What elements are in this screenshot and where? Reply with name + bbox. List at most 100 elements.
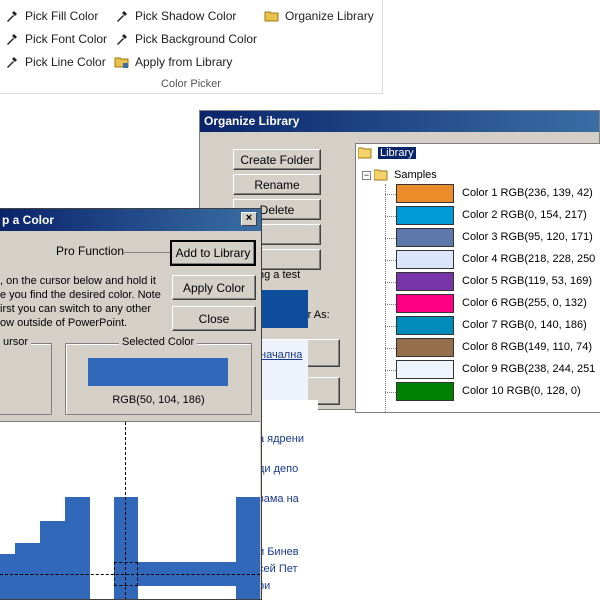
library-color-label[interactable]: Color 1 RGB(236, 139, 42) (462, 187, 593, 199)
zoom-pixel (15, 543, 40, 599)
tree-connector-line (385, 194, 396, 195)
cursor-groupbox: ursor (0, 336, 52, 415)
library-color-swatch[interactable] (396, 228, 454, 247)
color-picker-ribbon-group: Pick Fill Color Pick Font Color Pick Lin… (0, 0, 383, 94)
zoom-pixel (40, 521, 65, 599)
library-color-label[interactable]: Color 8 RGB(149, 110, 74) (462, 341, 593, 353)
rename-button[interactable]: Rename (233, 174, 321, 195)
folder-icon (264, 11, 279, 22)
folder-apply-icon (114, 57, 129, 68)
eyedropper-icon (7, 57, 17, 68)
pick-shadow-color-label: Pick Shadow Color (135, 9, 237, 23)
eyedropper-icon (117, 34, 127, 45)
instruction-line: , on the cursor below and hold it (0, 275, 156, 287)
library-color-swatch[interactable] (396, 184, 454, 203)
zoom-magnifier[interactable] (0, 421, 260, 599)
pick-shadow-color-button[interactable]: Pick Shadow Color (114, 7, 236, 25)
divider (124, 252, 170, 253)
pick-background-color-button[interactable]: Pick Background Color (114, 30, 257, 48)
instructions-text: , on the cursor below and hold it e you … (0, 274, 161, 330)
pick-fill-color-button[interactable]: Pick Fill Color (4, 7, 98, 25)
eyedropper-icon (7, 34, 17, 45)
apply-color-button[interactable]: Apply Color (172, 275, 256, 300)
pick-font-color-label: Pick Font Color (25, 32, 108, 46)
crosshair-vertical (125, 422, 126, 599)
tree-root-label: Library (378, 147, 416, 159)
pick-a-color-title-bar: p a Color × (0, 209, 261, 231)
tree-connector-line (385, 370, 396, 371)
library-color-label[interactable]: Color 10 RGB(0, 128, 0) (462, 385, 581, 397)
library-color-label[interactable]: Color 7 RGB(0, 140, 186) (462, 319, 587, 331)
test-fragment-text: ng a test (258, 269, 301, 281)
apply-from-library-button[interactable]: Apply from Library (114, 53, 232, 71)
library-color-swatch[interactable] (396, 206, 454, 225)
library-color-swatch[interactable] (396, 360, 454, 379)
zoom-pixel (114, 497, 138, 599)
tree-connector-line (385, 260, 396, 261)
tree-folder-samples[interactable]: − Samples (362, 169, 437, 181)
close-button[interactable]: Close (172, 306, 256, 331)
library-color-label[interactable]: Color 6 RGB(255, 0, 132) (462, 297, 587, 309)
tree-connector-line (385, 326, 396, 327)
page-link[interactable]: а ядрени (258, 433, 305, 445)
page-link[interactable]: и Бинев (258, 546, 299, 558)
organize-library-title: Organize Library (200, 111, 599, 132)
organize-library-button[interactable]: Organize Library (264, 7, 374, 25)
library-color-swatch[interactable] (396, 250, 454, 269)
background-web-page: а ядрени ди депо вама на и Бинев сей Пет… (258, 400, 318, 600)
library-color-label[interactable]: Color 2 RGB(0, 154, 217) (462, 209, 587, 221)
library-tree[interactable]: Library − Samples Color 1 RGB(236, 139, … (355, 143, 600, 413)
selected-color-groupbox: Selected Color RGB(50, 104, 186) (65, 336, 252, 415)
pro-function-label: Pro Function (56, 244, 125, 258)
close-icon[interactable]: × (241, 212, 257, 226)
library-color-swatch[interactable] (396, 316, 454, 335)
tree-connector-line (385, 282, 396, 283)
organize-library-label: Organize Library (285, 9, 374, 23)
selected-color-swatch (88, 358, 228, 386)
tree-connector-line (385, 238, 396, 239)
pick-fill-color-label: Pick Fill Color (25, 9, 99, 23)
library-color-label[interactable]: Color 5 RGB(119, 53, 169) (462, 275, 593, 287)
crosshair-target (114, 562, 138, 586)
library-color-label[interactable]: Color 4 RGB(218, 228, 250 (462, 253, 596, 265)
zoom-pixel (65, 497, 90, 599)
collapse-toggle-icon[interactable]: − (362, 169, 371, 180)
pick-line-color-button[interactable]: Pick Line Color (4, 53, 106, 71)
instruction-line: irst you can switch to any other (0, 303, 152, 315)
page-link[interactable]: сей Пет (258, 563, 298, 575)
tree-connector-line (385, 392, 396, 393)
page-link[interactable]: начална (260, 349, 303, 361)
tree-connector-line (385, 216, 396, 217)
pick-a-color-title: p a Color (2, 213, 55, 227)
tree-root-library[interactable]: Library (357, 147, 416, 159)
create-folder-button[interactable]: Create Folder (233, 149, 321, 170)
instruction-line: e you find the desired color. Note (0, 289, 161, 301)
cursor-groupbox-label: ursor (0, 336, 32, 348)
tree-folder-label: Samples (394, 169, 437, 181)
zoom-pixel (0, 554, 15, 599)
open-folder-icon (357, 147, 374, 159)
library-color-swatch[interactable] (396, 382, 454, 401)
library-color-swatch[interactable] (396, 272, 454, 291)
page-link[interactable]: вама на (258, 493, 299, 505)
library-color-swatch[interactable] (396, 294, 454, 313)
eyedropper-icon (117, 11, 127, 22)
page-header-bar (258, 290, 308, 328)
library-color-label[interactable]: Color 9 RGB(238, 244, 251 (462, 363, 596, 375)
zoom-pixel (236, 497, 260, 599)
page-link[interactable]: ди депо (258, 463, 299, 475)
library-color-swatch[interactable] (396, 338, 454, 357)
crosshair-horizontal (0, 574, 260, 575)
eyedropper-icon (7, 11, 17, 22)
selected-color-rgb: RGB(50, 104, 186) (112, 394, 205, 406)
selected-color-label: Selected Color (119, 336, 198, 348)
ribbon-group-caption: Color Picker (161, 78, 221, 90)
library-color-label[interactable]: Color 3 RGB(95, 120, 171) (462, 231, 593, 243)
tree-connector-line (385, 348, 396, 349)
pick-background-color-label: Pick Background Color (135, 32, 258, 46)
add-to-library-button[interactable]: Add to Library (170, 240, 256, 266)
instruction-line: ow outside of PowerPoint. (0, 317, 128, 329)
pick-font-color-button[interactable]: Pick Font Color (4, 30, 107, 48)
apply-from-library-label: Apply from Library (135, 55, 233, 69)
page-content-area: начална (258, 340, 308, 400)
